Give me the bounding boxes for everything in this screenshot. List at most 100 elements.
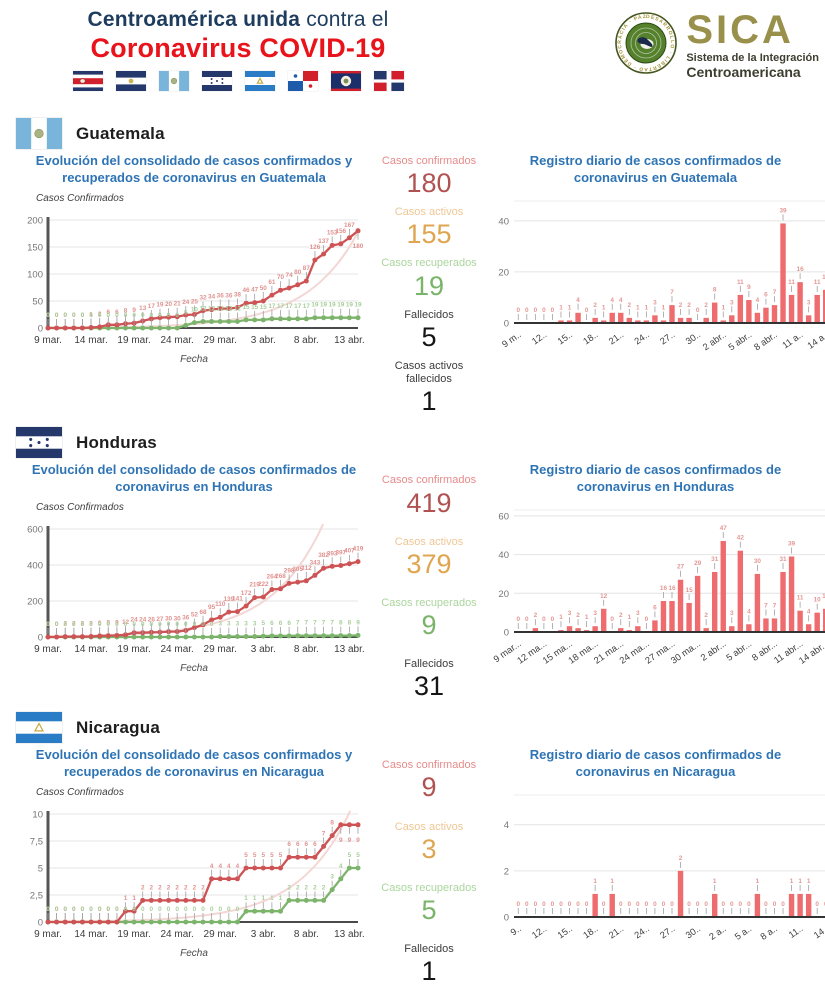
svg-text:0: 0 [628,901,632,908]
svg-text:52: 52 [191,612,199,619]
svg-text:0: 0 [696,307,700,314]
svg-text:1: 1 [756,878,760,885]
svg-text:2: 2 [593,302,597,309]
svg-text:13 abr.: 13 abr. [334,335,365,346]
svg-text:0: 0 [150,906,154,913]
svg-text:0: 0 [158,312,162,319]
svg-text:24 mar.: 24 mar. [160,335,193,346]
svg-text:30: 30 [165,616,173,623]
svg-text:0: 0 [747,901,751,908]
svg-text:12: 12 [225,305,233,312]
svg-text:150: 150 [27,242,43,253]
sica-acronym: SICA [686,8,794,52]
svg-text:19: 19 [337,302,345,309]
svg-text:0: 0 [132,312,136,319]
costa-rica-flag-icon [72,71,103,91]
svg-text:0: 0 [218,906,222,913]
svg-text:0: 0 [115,312,119,319]
svg-text:8: 8 [713,286,717,293]
svg-text:42: 42 [737,535,745,542]
svg-text:2: 2 [628,302,632,309]
svg-text:7: 7 [773,289,777,296]
svg-text:2: 2 [72,621,76,628]
svg-text:8: 8 [106,620,110,627]
title-line1-rest: contra el [300,8,389,31]
svg-text:6: 6 [98,620,102,627]
svg-text:46: 46 [243,287,251,294]
svg-text:0: 0 [227,906,231,913]
svg-text:0: 0 [72,621,76,628]
svg-text:0: 0 [150,312,154,319]
svg-text:0: 0 [63,906,67,913]
sica-subtitle-2: Centroamericana [686,64,801,80]
svg-text:4: 4 [619,297,623,304]
svg-text:39: 39 [788,541,796,548]
stat-value: 1 [421,956,437,987]
svg-text:397: 397 [335,550,346,557]
svg-text:1: 1 [628,614,632,621]
svg-text:298: 298 [284,568,295,575]
svg-text:14 a..: 14 a.. [806,329,825,351]
svg-text:3: 3 [236,621,240,628]
stat-label: Casos activos [394,535,464,548]
svg-text:0: 0 [568,901,572,908]
svg-text:15: 15 [260,304,268,311]
svg-text:0: 0 [89,906,93,913]
svg-text:0: 0 [158,906,162,913]
svg-text:1: 1 [585,614,589,621]
svg-text:0: 0 [55,312,59,319]
svg-text:5: 5 [356,852,360,859]
svg-text:13 abr.: 13 abr. [334,644,365,655]
svg-text:382: 382 [318,552,329,559]
svg-text:5 abr...: 5 abr... [724,639,753,664]
svg-text:27: 27 [677,564,685,571]
svg-text:24 mar.: 24 mar. [160,929,193,940]
stat-value: 5 [421,894,437,925]
stat-value: 379 [406,548,452,579]
svg-text:5: 5 [261,852,265,859]
svg-text:12: 12 [217,305,225,312]
svg-text:3: 3 [330,874,334,881]
svg-text:32: 32 [199,295,207,302]
svg-text:141: 141 [232,596,243,603]
stat-label: Casos activos [394,820,464,833]
svg-text:2 a..: 2 a.. [707,923,728,942]
svg-text:10: 10 [191,306,199,313]
stat-label: Casos confirmados [381,474,477,487]
svg-text:15..: 15.. [556,923,574,940]
svg-text:9..: 9.. [509,923,523,937]
line-chart-title: Evolución del consolidado de casos confi… [35,747,353,780]
svg-text:0: 0 [141,312,145,319]
stat-label: Casos activos fallecidos [394,359,464,386]
svg-text:7: 7 [322,830,326,837]
svg-text:0: 0 [167,312,171,319]
panama-flag-icon [287,71,318,91]
svg-text:5: 5 [38,864,43,875]
svg-text:0: 0 [81,312,85,319]
svg-text:12: 12 [600,593,608,600]
svg-text:0: 0 [525,307,529,314]
svg-text:40: 40 [498,550,509,561]
svg-text:0: 0 [201,621,205,628]
svg-text:17: 17 [303,303,311,310]
svg-text:7,5: 7,5 [30,837,43,848]
svg-text:1: 1 [636,304,640,311]
svg-text:7: 7 [670,289,674,296]
dominican-republic-flag-icon [373,71,404,91]
svg-text:6: 6 [270,620,274,627]
svg-text:2: 2 [704,612,708,619]
svg-text:14 mar.: 14 mar. [74,929,107,940]
country-name: Nicaragua [76,717,161,737]
svg-text:19 mar.: 19 mar. [117,335,150,346]
svg-text:1: 1 [261,895,265,902]
svg-text:14 mar.: 14 mar. [74,644,107,655]
svg-text:12: 12 [208,305,216,312]
svg-text:0: 0 [132,906,136,913]
svg-text:1: 1 [807,878,811,885]
country-name: Guatemala [76,123,165,143]
svg-text:343: 343 [310,559,321,566]
country-section-nicaragua: Nicaragua Evolución del consolidado de c… [16,712,825,987]
x-axis-title: Fecha [180,948,208,960]
svg-text:0: 0 [184,621,188,628]
svg-text:60: 60 [498,512,509,523]
